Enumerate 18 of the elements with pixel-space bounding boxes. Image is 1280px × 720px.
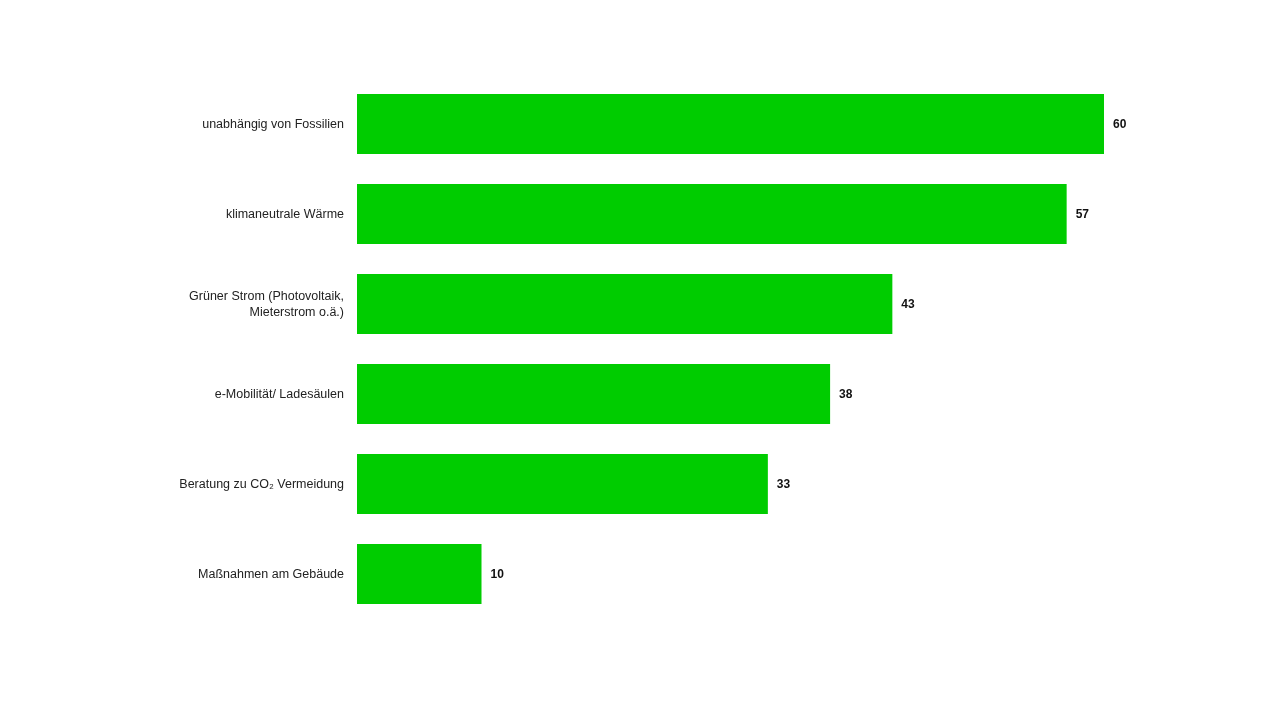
y-tick-label: Maßnahmen am Gebäude xyxy=(198,567,345,582)
y-tick-label: Grüner Strom (Photovoltaik, Mieterstrom o.ä.) xyxy=(189,289,344,320)
bar xyxy=(357,454,768,514)
bar xyxy=(357,184,1067,244)
bar xyxy=(357,364,831,424)
bar xyxy=(357,94,1104,154)
data-label: 57 xyxy=(1075,207,1090,222)
data-label: 60 xyxy=(1113,117,1127,132)
data-label: 43 xyxy=(901,297,916,312)
y-tick-label: e-Mobilität/ Ladesäulen xyxy=(214,387,345,402)
bar xyxy=(357,274,893,334)
data-label: 38 xyxy=(839,387,853,402)
bar xyxy=(357,544,482,604)
y-tick-label: Beratung zu CO₂ Vermeidung xyxy=(179,477,345,492)
data-label: 33 xyxy=(776,477,791,492)
y-tick-label: unabhängig von Fossilien xyxy=(202,117,345,132)
data-label: 10 xyxy=(490,567,505,582)
y-tick-label: klimaneutrale Wärme xyxy=(225,207,345,222)
